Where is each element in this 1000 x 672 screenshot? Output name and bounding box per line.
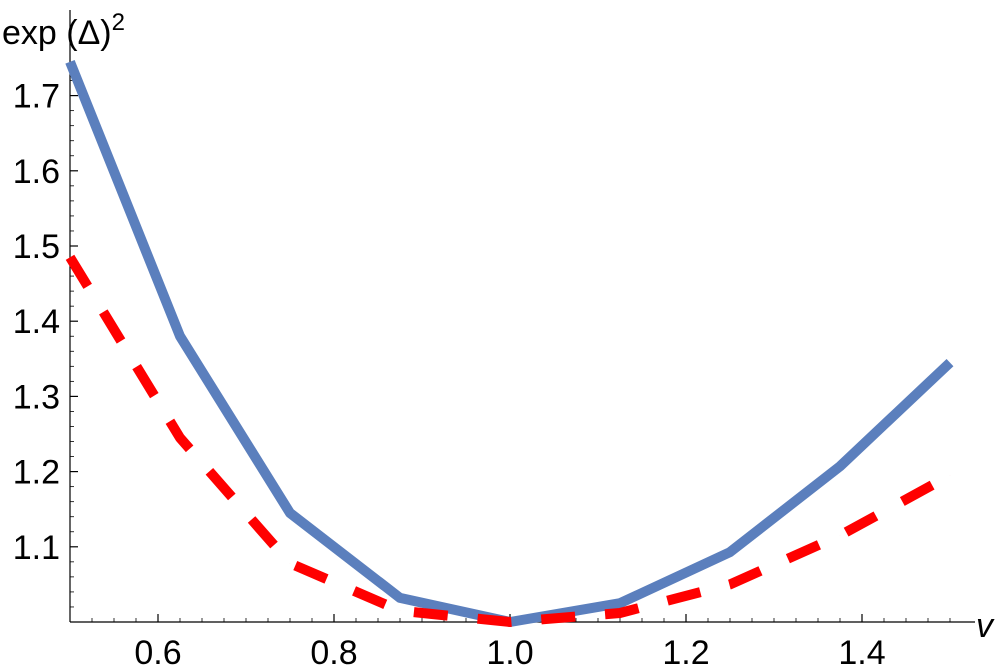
axes [69,10,975,623]
x-tick-label: 0.8 [310,634,357,672]
y-tick-label: 1.6 [13,153,60,191]
x-tick-label: 0.6 [134,634,181,672]
y-axis-label: exp (Δ)2 [2,9,125,52]
y-axis-label-superscript: 2 [112,9,125,36]
x-axis-label: v [976,607,995,645]
y-tick-label: 1.2 [13,454,60,492]
series-line-red-dashed [65,254,953,627]
y-tick-label: 1.4 [13,303,60,341]
y-axis-label-text: exp (Δ) [2,14,112,52]
y-tick-label: 1.3 [13,378,60,416]
series-layer [65,59,954,627]
series-line-blue-solid [65,59,954,627]
axis-labels: exp (Δ)2 v [2,9,995,645]
y-tick-label: 1.5 [13,228,60,266]
ticks: 0.6 0.8 1.0 1.2 1.4 1.1 1.2 1.3 1.4 1.5 1.6 1.7 [13,65,951,672]
y-tick-label: 1.7 [13,78,60,116]
y-tick-label: 1.1 [13,529,60,567]
x-tick-label: 1.0 [486,634,533,672]
x-tick-label: 1.2 [662,634,709,672]
x-tick-label: 1.4 [838,634,885,672]
